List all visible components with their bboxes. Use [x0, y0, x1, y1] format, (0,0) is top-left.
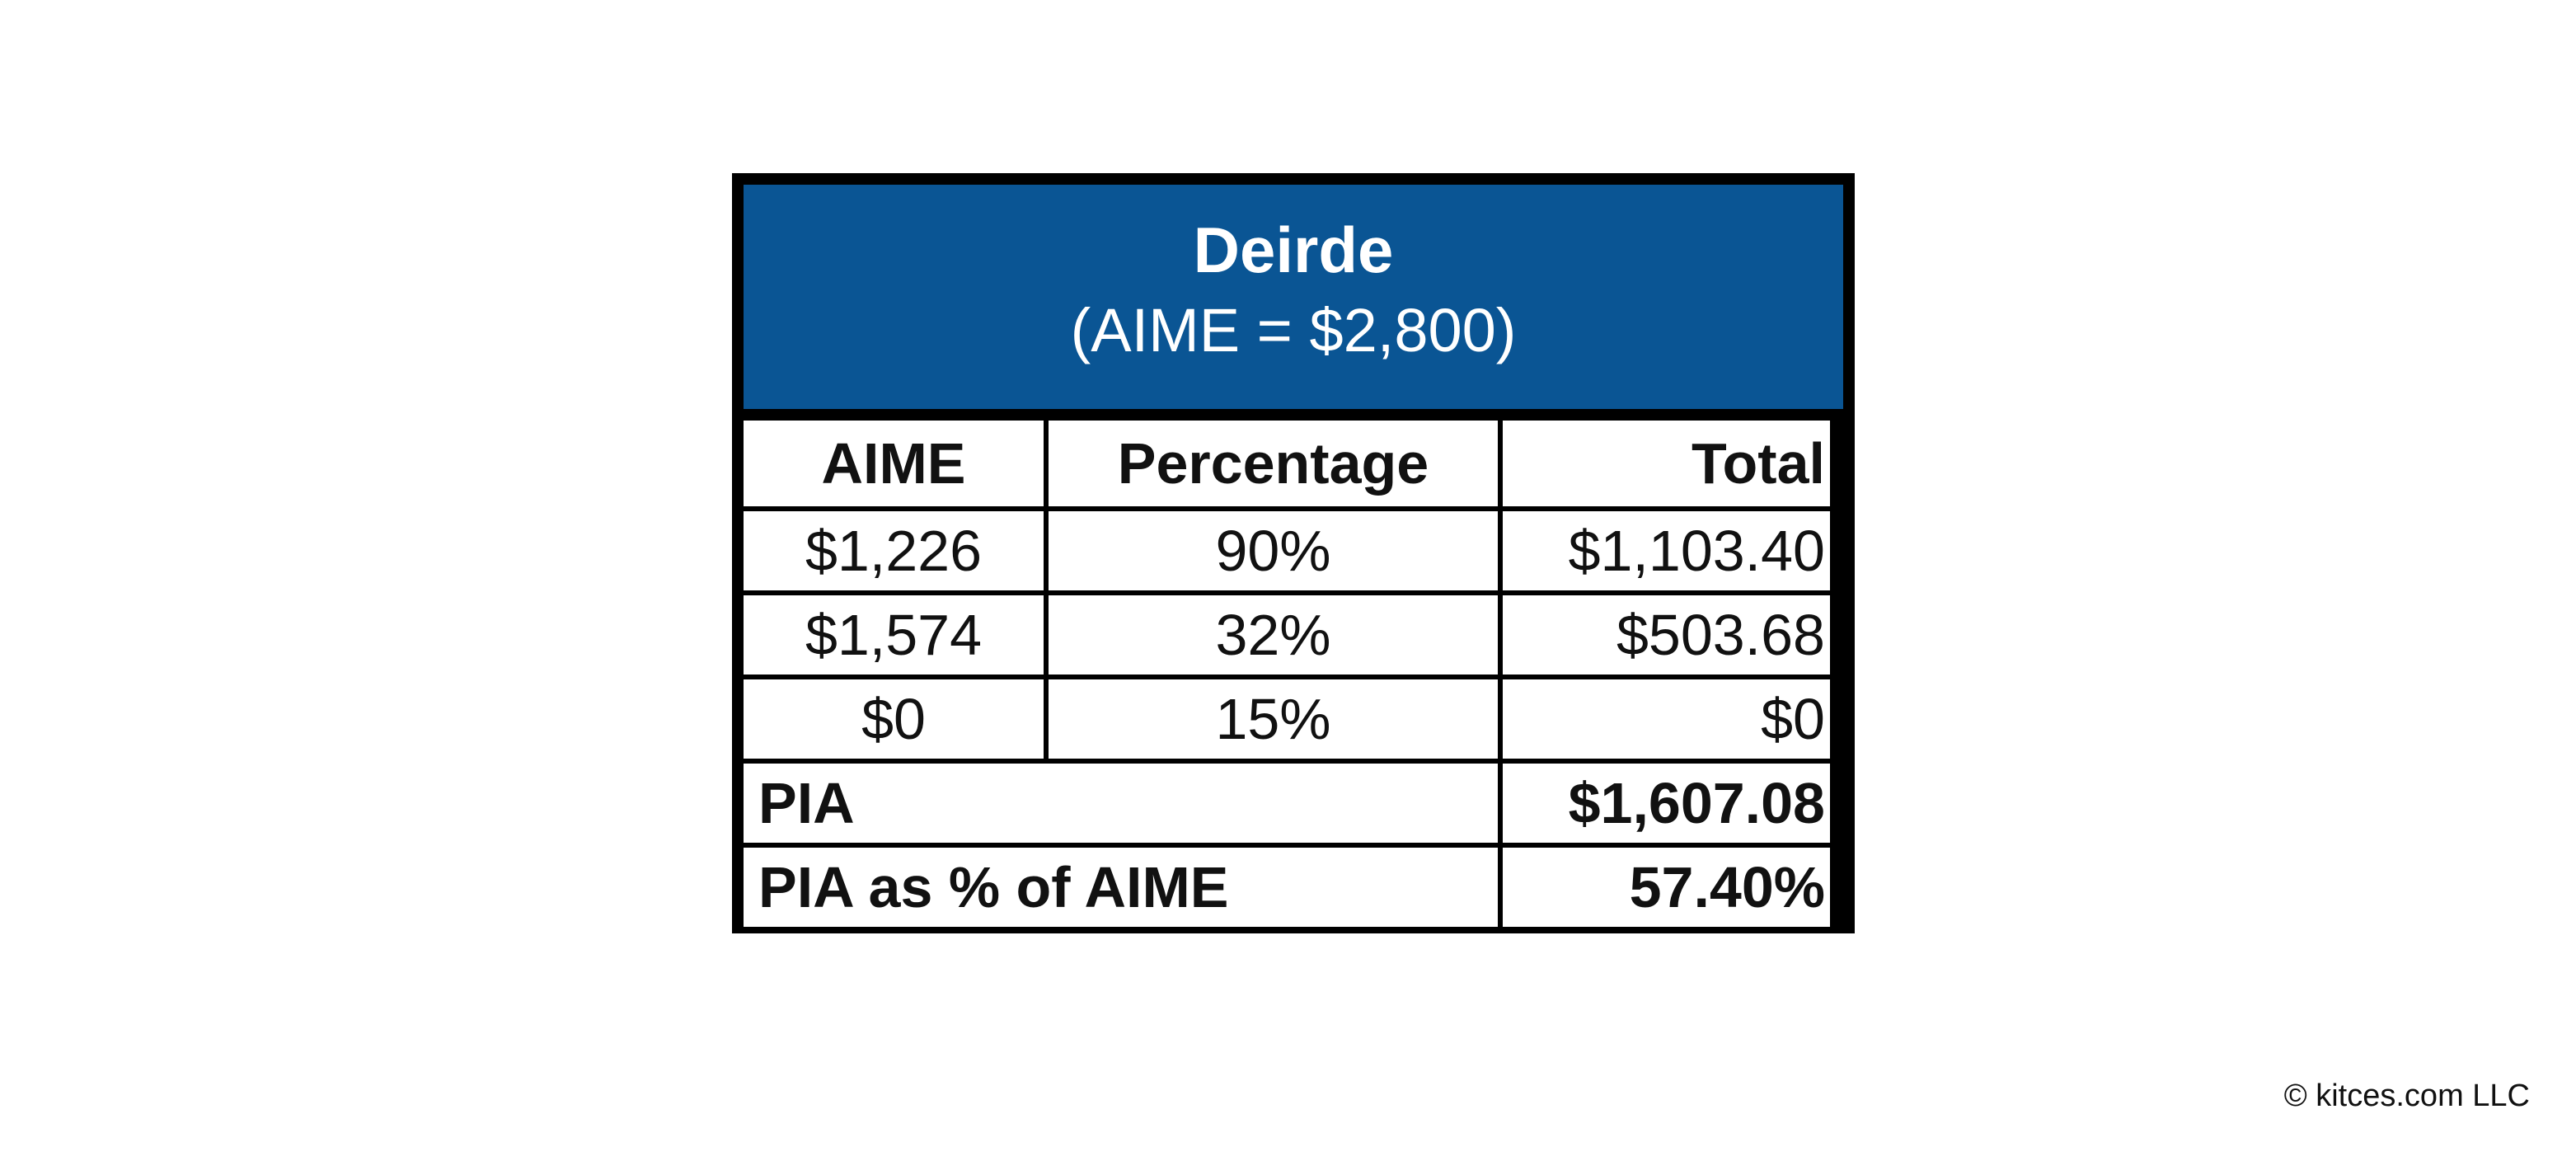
- pia-table: Deirde (AIME = $2,800) AIME Percentage T…: [732, 173, 1855, 933]
- row-3-aime: $0: [744, 679, 1044, 759]
- column-header-aime: AIME: [744, 421, 1044, 506]
- row-1-aime: $1,226: [744, 511, 1044, 590]
- row-3-percentage: 15%: [1049, 679, 1498, 759]
- row-1-percentage: 90%: [1049, 511, 1498, 590]
- column-header-total: Total: [1503, 421, 1830, 506]
- pia-value: $1,607.08: [1503, 764, 1830, 843]
- pia-percent-value: 57.40%: [1503, 848, 1830, 927]
- pia-percent-label: PIA as % of AIME: [744, 848, 1498, 927]
- column-header-percentage: Percentage: [1049, 421, 1498, 506]
- row-2-percentage: 32%: [1049, 595, 1498, 675]
- calculation-grid: AIME Percentage Total $1,226 90% $1,103.…: [744, 421, 1843, 927]
- pia-label: PIA: [744, 764, 1498, 843]
- row-2-aime: $1,574: [744, 595, 1044, 675]
- aime-subtitle: (AIME = $2,800): [1070, 296, 1517, 364]
- person-name: Deirde: [1193, 214, 1394, 286]
- row-1-total: $1,103.40: [1503, 511, 1830, 590]
- table-header-banner: Deirde (AIME = $2,800): [744, 185, 1843, 409]
- row-3-total: $0: [1503, 679, 1830, 759]
- copyright-credit: © kitces.com LLC: [2283, 1079, 2530, 1113]
- row-2-total: $503.68: [1503, 595, 1830, 675]
